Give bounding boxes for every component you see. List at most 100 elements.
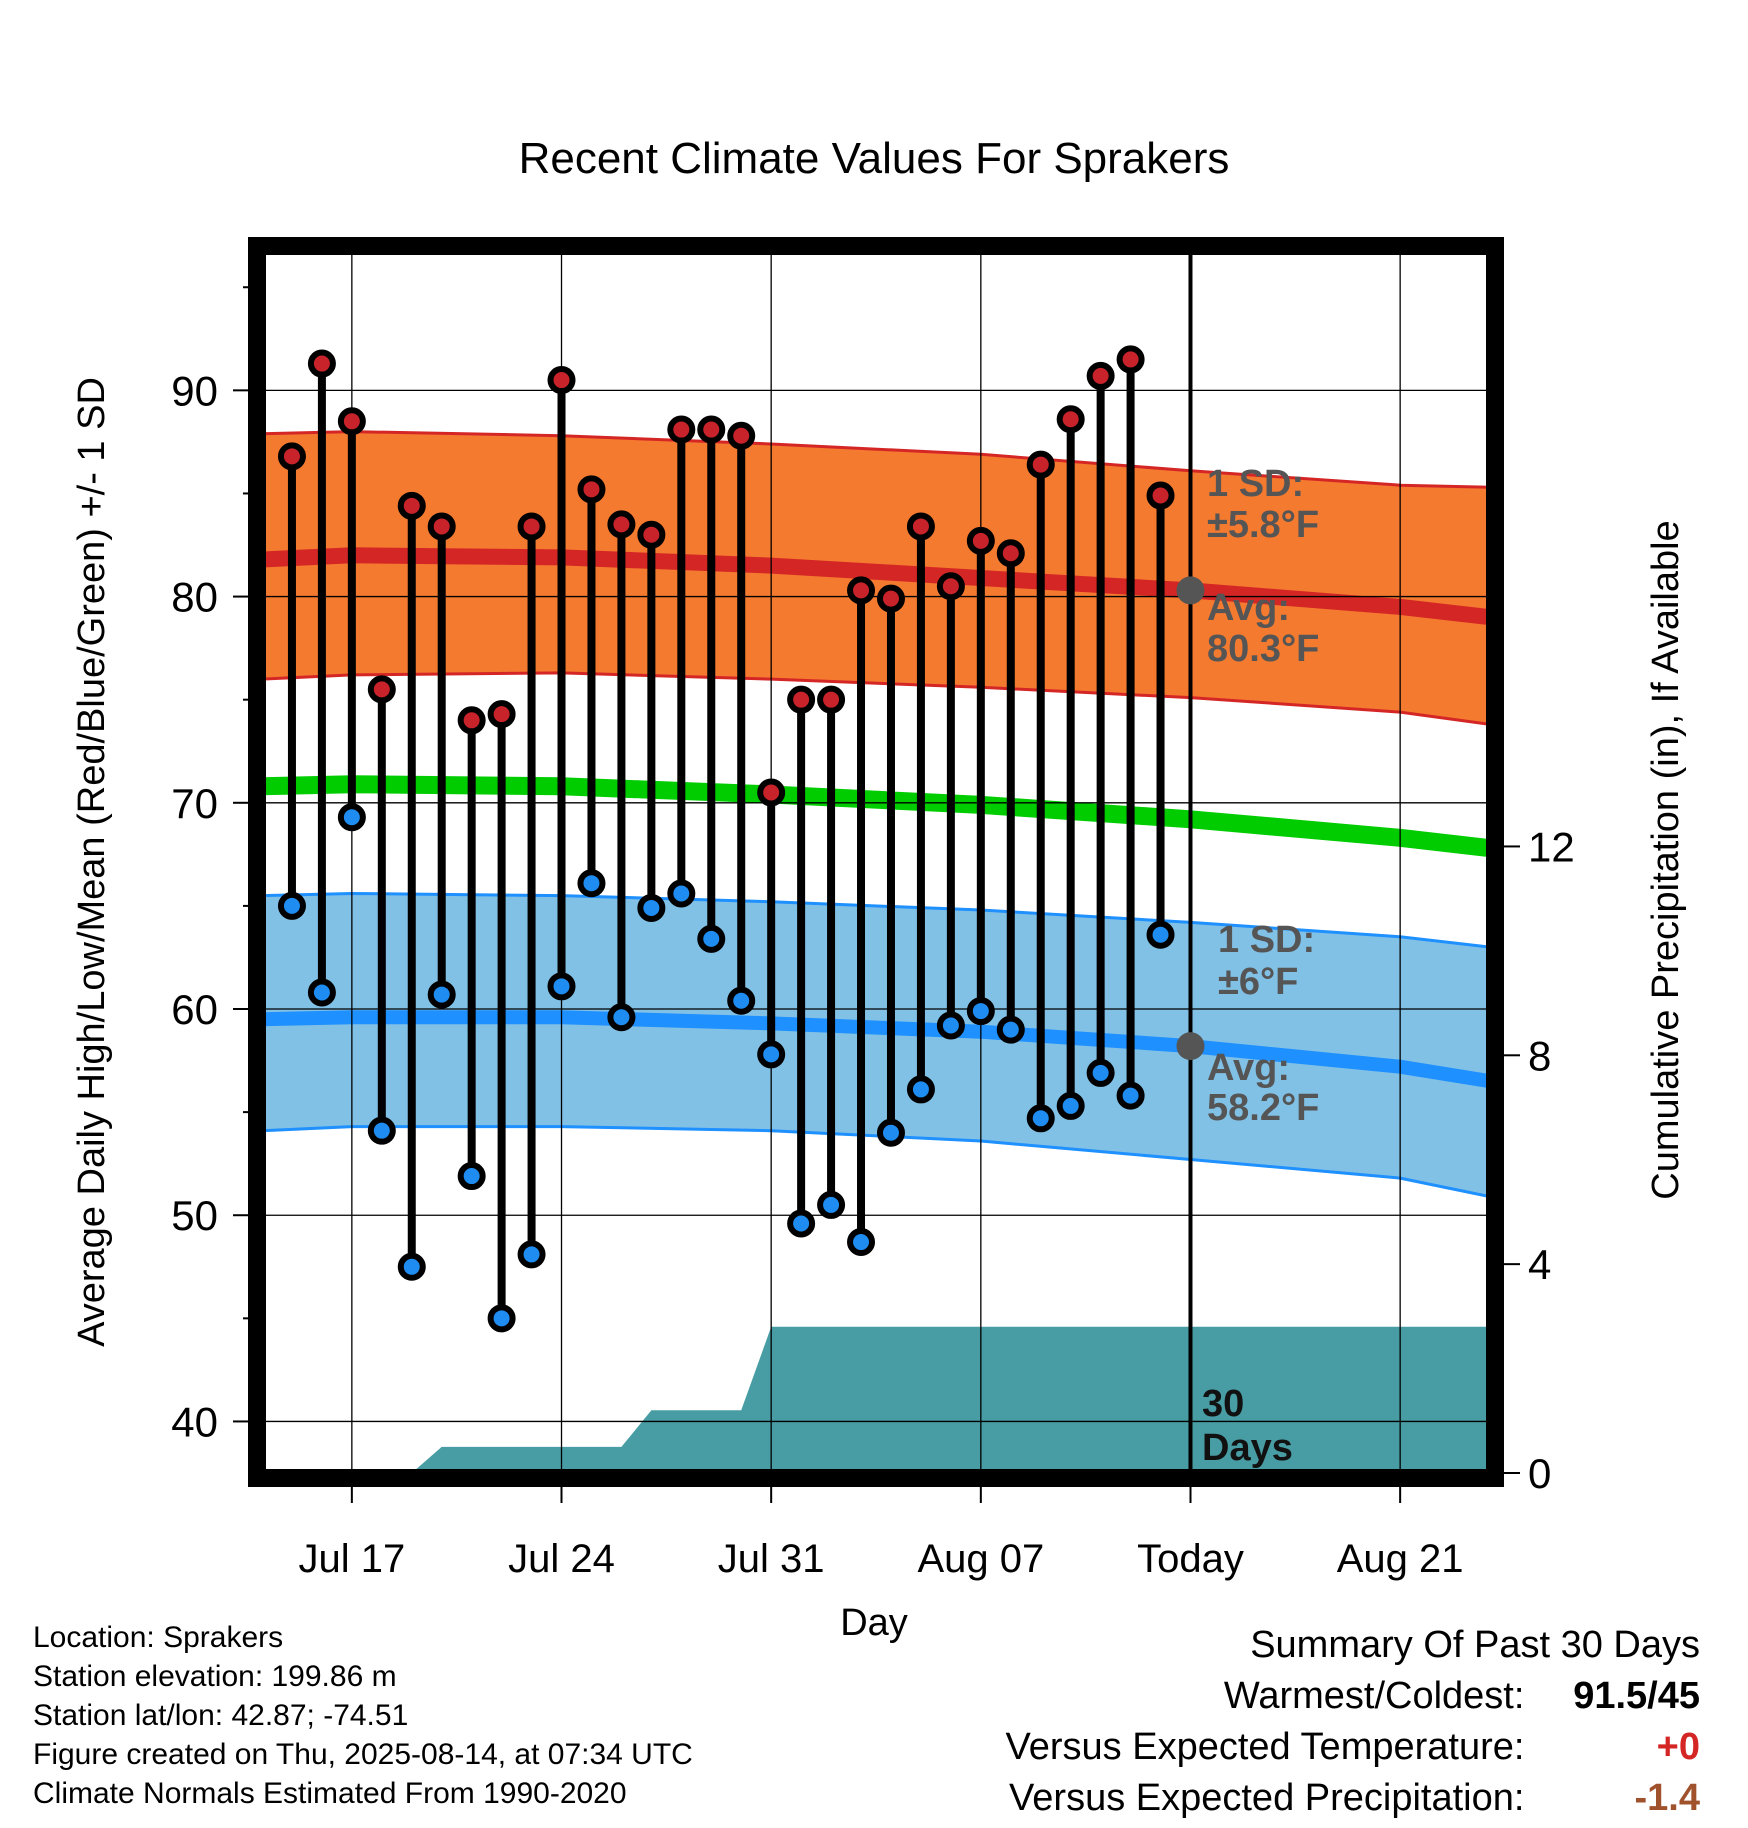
daily-high-point xyxy=(337,407,366,436)
chart-title: Recent Climate Values For Sprakers xyxy=(519,134,1230,183)
warmest-value: 91.5/45 xyxy=(1573,1675,1700,1717)
summary-warmest-row: Warmest/Coldest: 91.5/45 xyxy=(1006,1671,1700,1722)
y2-tick-label: 0 xyxy=(1528,1450,1551,1497)
x-tick-label: Jul 17 xyxy=(298,1537,405,1581)
daily-high-point xyxy=(637,520,666,549)
daily-low-point xyxy=(637,893,666,922)
x-tick-label: Jul 31 xyxy=(718,1537,825,1581)
daily-low-point xyxy=(1116,1081,1145,1110)
daily-low-point xyxy=(817,1190,846,1219)
annotations: 1 SD: ±5.8°F Avg: 80.3°F 1 SD: ±6°F Avg:… xyxy=(1207,463,1319,1129)
daily-low-point xyxy=(367,1116,396,1145)
temp-value: +0 xyxy=(1656,1726,1700,1768)
daily-low-point xyxy=(966,997,995,1026)
x-tick-label: Jul 24 xyxy=(508,1537,615,1581)
low-avg-value: 58.2°F xyxy=(1207,1087,1319,1129)
daily-high-point xyxy=(787,685,816,714)
daily-high-point xyxy=(397,491,426,520)
y2-tick-label: 4 xyxy=(1528,1241,1551,1288)
daily-high-point xyxy=(547,366,576,395)
daily-low-point xyxy=(727,986,756,1015)
daily-high-point xyxy=(906,512,935,541)
daily-high-point xyxy=(876,584,905,613)
normal-high-line xyxy=(262,547,1490,626)
days-marker: 30 Days xyxy=(1202,1383,1293,1469)
normal-high-upper-line xyxy=(262,430,1490,489)
y-tick-label: 80 xyxy=(171,574,218,621)
daily-high-point xyxy=(1116,345,1145,374)
daily-high-point xyxy=(1086,361,1115,390)
daily-low-point xyxy=(577,869,606,898)
daily-high-point xyxy=(817,685,846,714)
plot-area xyxy=(262,430,1490,1473)
daily-high-point xyxy=(487,700,516,729)
high-avg-label: Avg: xyxy=(1207,587,1290,629)
daily-low-point xyxy=(697,924,726,953)
low-avg-label: Avg: xyxy=(1207,1047,1290,1089)
y-tick-label: 50 xyxy=(171,1192,218,1239)
daily-low-point xyxy=(547,972,576,1001)
station-info: Location: Sprakers Station elevation: 19… xyxy=(33,1618,693,1813)
daily-low-point xyxy=(876,1118,905,1147)
daily-high-point xyxy=(427,512,456,541)
location-text: Location: Sprakers xyxy=(33,1621,284,1654)
daily-high-point xyxy=(667,415,696,444)
y2-tick-label: 8 xyxy=(1528,1032,1551,1079)
x-tick-label: Aug 07 xyxy=(917,1537,1044,1581)
daily-low-point xyxy=(667,879,696,908)
summary-precip-row: Versus Expected Precipitation: -1.4 xyxy=(1006,1773,1700,1824)
daily-high-point xyxy=(1056,405,1085,434)
daily-low-point xyxy=(337,803,366,832)
daily-high-point xyxy=(277,442,306,471)
created-text: Figure created on Thu, 2025-08-14, at 07… xyxy=(33,1738,693,1771)
normals-text: Climate Normals Estimated From 1990-2020 xyxy=(33,1777,627,1810)
temp-label: Versus Expected Temperature: xyxy=(1005,1726,1525,1768)
daily-high-point xyxy=(757,778,786,807)
x-tick-label: Aug 21 xyxy=(1337,1537,1464,1581)
daily-low-point xyxy=(847,1228,876,1257)
y-tick-label: 60 xyxy=(171,986,218,1033)
normal-low-line xyxy=(262,1010,1490,1089)
daily-low-point xyxy=(787,1209,816,1238)
days-marker-unit: Days xyxy=(1202,1427,1293,1469)
daily-low-point xyxy=(457,1162,486,1191)
plot-frame xyxy=(248,237,1504,1487)
y-axis-label: Average Daily High/Low/Mean (Red/Blue/Gr… xyxy=(71,377,113,1347)
summary-temp-row: Versus Expected Temperature: +0 xyxy=(1006,1722,1700,1773)
warmest-label: Warmest/Coldest: xyxy=(1223,1675,1525,1717)
precip-value: -1.4 xyxy=(1634,1777,1700,1819)
normal-low-upper-line xyxy=(262,891,1490,949)
precip-label: Versus Expected Precipitation: xyxy=(1009,1777,1525,1819)
latlon-text: Station lat/lon: 42.87; -74.51 xyxy=(33,1699,409,1732)
daily-low-point xyxy=(607,1003,636,1032)
daily-high-point xyxy=(517,512,546,541)
normal-low-band xyxy=(262,893,1490,1197)
x-tick-label: Today xyxy=(1137,1537,1244,1581)
y-tick-label: 40 xyxy=(171,1398,218,1445)
high-sd-label: 1 SD: xyxy=(1207,463,1304,505)
summary-panel: Summary Of Past 30 Days Warmest/Coldest:… xyxy=(1006,1620,1700,1824)
daily-high-point xyxy=(996,539,1025,568)
y-tick-label: 70 xyxy=(171,780,218,827)
daily-low-point xyxy=(487,1304,516,1333)
daily-low-point xyxy=(277,891,306,920)
daily-high-point xyxy=(307,349,336,378)
y-tick-label: 90 xyxy=(171,367,218,414)
x-axis-label: Day xyxy=(840,1602,908,1644)
daily-low-point xyxy=(906,1075,935,1104)
daily-low-point xyxy=(1026,1104,1055,1133)
normal-high-lower-line xyxy=(262,671,1490,726)
daily-high-point xyxy=(936,572,965,601)
daily-high-point xyxy=(607,510,636,539)
daily-high-point xyxy=(457,706,486,735)
low-sd-label: 1 SD: xyxy=(1218,919,1315,961)
daily-low-point xyxy=(1086,1058,1115,1087)
today-high-avg-marker xyxy=(1176,576,1205,605)
daily-low-point xyxy=(936,1011,965,1040)
axes: 40 50 60 70 80 90 0 4 8 12 Jul 17 Jul 24 Jul 31 Aug 0… xyxy=(171,286,1575,1581)
daily-high-point xyxy=(727,421,756,450)
daily-high-point xyxy=(966,526,995,555)
daily-high-point xyxy=(577,475,606,504)
daily-low-point xyxy=(397,1252,426,1281)
